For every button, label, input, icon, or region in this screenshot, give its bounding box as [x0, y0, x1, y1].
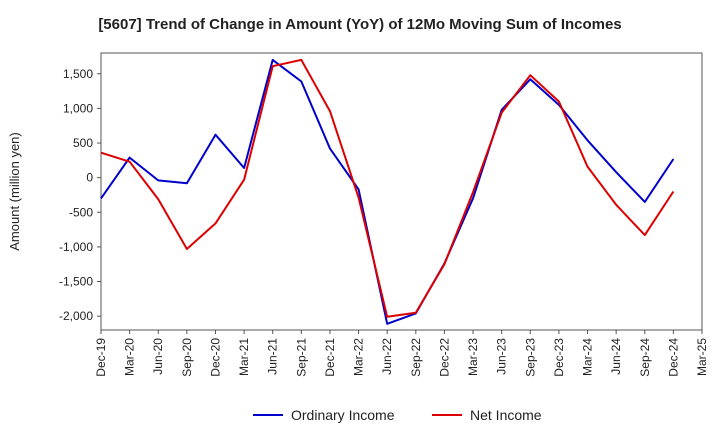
y-tick-label: -2,000 — [59, 309, 93, 323]
x-tick-label: Jun-24 — [609, 338, 623, 375]
x-tick-label: Dec-24 — [666, 338, 680, 377]
legend-label: Net Income — [470, 407, 542, 423]
x-tick-label: Sep-21 — [294, 338, 308, 377]
x-tick-label: Sep-20 — [180, 338, 194, 377]
x-tick-label: Mar-22 — [352, 338, 366, 376]
x-tick-label: Sep-23 — [523, 338, 537, 377]
y-tick-label: -1,500 — [59, 275, 93, 289]
x-tick-label: Jun-20 — [151, 338, 165, 375]
x-tick-label: Dec-22 — [437, 338, 451, 377]
y-tick-label: 1,000 — [63, 101, 93, 115]
axes: -2,000 -1,500 -1,000 -500 0 500 1,000 1,500 Dec-… — [7, 52, 709, 377]
chart-title: [5607] Trend of Change in Amount (YoY) o… — [98, 16, 622, 33]
x-tick-label: Jun-23 — [495, 338, 509, 375]
y-tick-label: 0 — [86, 171, 93, 185]
y-tick-label: -1,000 — [59, 240, 93, 254]
x-tick-label: Dec-19 — [94, 338, 108, 377]
plot-area — [100, 52, 703, 331]
x-tick-label: Sep-22 — [409, 338, 423, 377]
y-axis-label: Amount (million yen) — [7, 132, 22, 251]
x-tick-label: Mar-21 — [237, 338, 251, 376]
x-tick-label: Sep-24 — [638, 338, 652, 377]
x-tick-label: Mar-24 — [581, 338, 595, 376]
x-tick-label: Mar-23 — [466, 338, 480, 376]
y-tick-label: -500 — [69, 205, 93, 219]
x-tick-label: Jun-21 — [266, 338, 280, 375]
y-tick-label: 1,500 — [63, 67, 93, 81]
x-tick-label: Mar-25 — [695, 338, 709, 376]
y-tick-label: 500 — [73, 136, 93, 150]
legend: Ordinary Income Net Income — [253, 407, 542, 423]
x-tick-label: Dec-23 — [552, 338, 566, 377]
series-line-ordinary-income — [100, 58, 675, 325]
legend-label: Ordinary Income — [291, 407, 395, 423]
x-tick-label: Dec-20 — [208, 338, 222, 377]
x-tick-label: Jun-22 — [380, 338, 394, 375]
x-tick-label: Mar-20 — [123, 338, 137, 376]
x-tick-label: Dec-21 — [323, 338, 337, 377]
series-layer — [100, 58, 675, 325]
series-line-net-income — [100, 58, 675, 318]
